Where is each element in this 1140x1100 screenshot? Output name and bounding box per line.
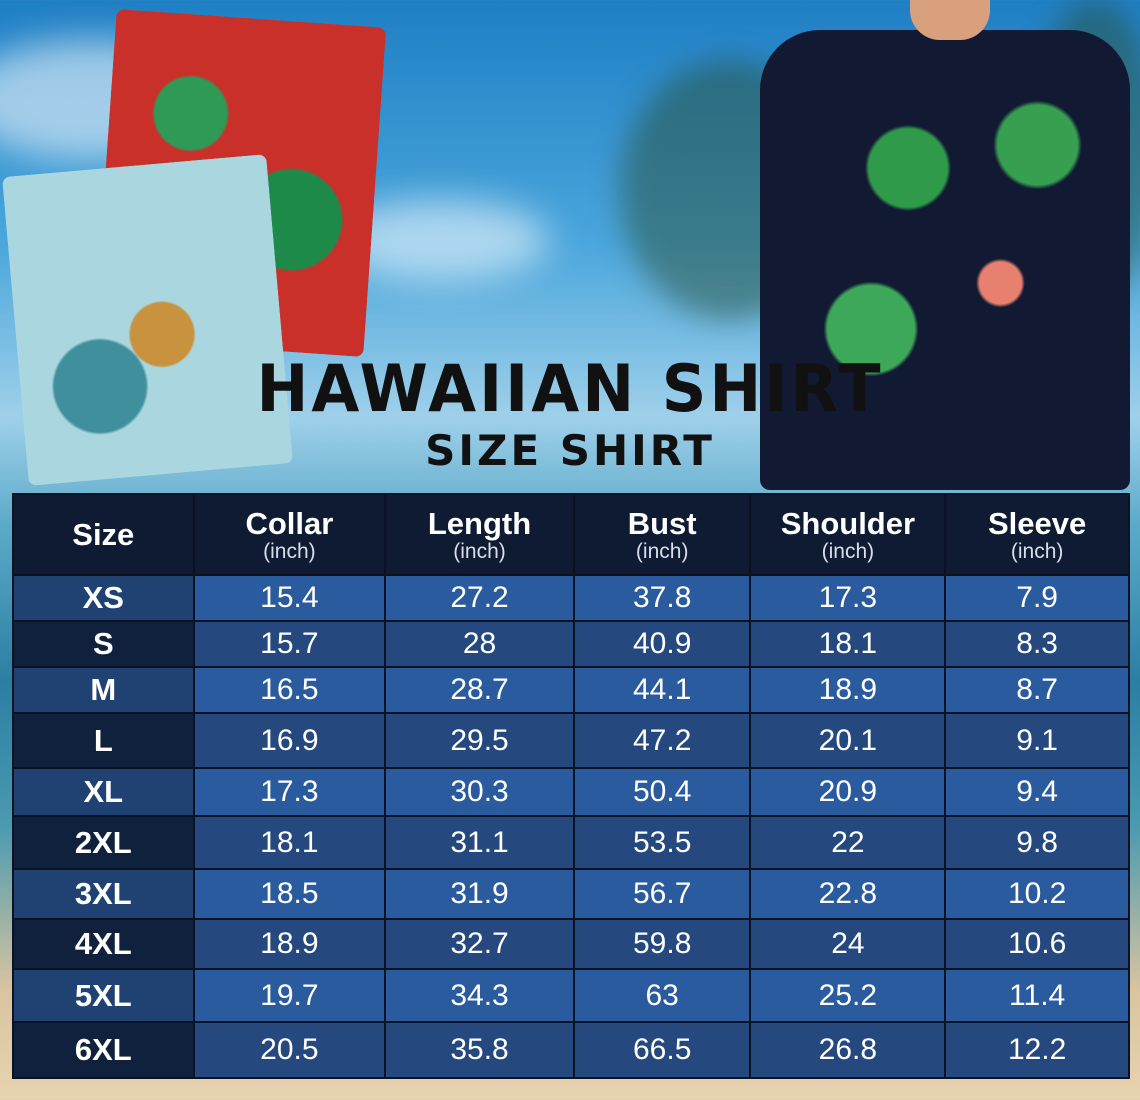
cell-collar: 17.3 <box>192 767 387 817</box>
cell-sleeve: 9.1 <box>944 712 1130 769</box>
cell-sleeve: 7.9 <box>944 574 1130 622</box>
cell-size: XL <box>12 767 195 817</box>
cell-shoulder: 18.9 <box>749 666 947 714</box>
cell-size: 4XL <box>12 918 195 970</box>
cell-shoulder: 20.1 <box>749 712 947 769</box>
cell-shoulder: 26.8 <box>749 1021 947 1079</box>
table-row: 6XL 20.5 35.8 66.5 26.8 12.2 <box>12 1021 1130 1079</box>
header-bust: Bust (inch) <box>572 493 752 576</box>
cell-length: 31.1 <box>384 815 575 870</box>
header-label: Length <box>427 505 532 541</box>
cell-sleeve: 9.4 <box>944 767 1130 817</box>
cell-shoulder: 22 <box>749 815 947 870</box>
cell-size: 3XL <box>12 868 195 920</box>
header-unit: (inch) <box>1010 539 1064 563</box>
cell-collar: 15.7 <box>192 620 387 668</box>
cell-size: 2XL <box>12 815 195 870</box>
cell-bust: 66.5 <box>572 1021 752 1079</box>
table-row: M 16.5 28.7 44.1 18.9 8.7 <box>12 666 1130 714</box>
size-chart-table: Size Collar (inch) Length (inch) Bust (inch… <box>12 493 1130 1079</box>
cell-size: L <box>12 712 195 769</box>
header-unit: (inch) <box>453 539 506 563</box>
cell-length: 35.8 <box>384 1021 575 1079</box>
cell-size: 6XL <box>12 1021 195 1079</box>
cell-bust: 37.8 <box>572 574 752 622</box>
cell-collar: 20.5 <box>192 1021 387 1079</box>
cell-length: 32.7 <box>384 918 575 970</box>
table-row: 2XL 18.1 31.1 53.5 22 9.8 <box>12 815 1130 870</box>
model-in-flamingo-shirt-image <box>760 30 1130 490</box>
cell-length: 28.7 <box>384 666 575 714</box>
cell-bust: 56.7 <box>572 868 752 920</box>
cell-collar: 16.5 <box>192 666 387 714</box>
table-row: 4XL 18.9 32.7 59.8 24 10.6 <box>12 918 1130 970</box>
header-length: Length (inch) <box>384 493 575 576</box>
header-sleeve: Sleeve (inch) <box>944 493 1130 576</box>
cell-bust: 53.5 <box>572 815 752 870</box>
cell-bust: 50.4 <box>572 767 752 817</box>
cell-collar: 18.9 <box>192 918 387 970</box>
table-row: 3XL 18.5 31.9 56.7 22.8 10.2 <box>12 868 1130 920</box>
header-label: Size <box>72 517 135 552</box>
cell-sleeve: 8.7 <box>944 666 1130 714</box>
header-unit: (inch) <box>821 539 875 563</box>
cell-shoulder: 20.9 <box>749 767 947 817</box>
header-collar: Collar (inch) <box>192 493 387 576</box>
cell-shoulder: 18.1 <box>749 620 947 668</box>
cell-sleeve: 9.8 <box>944 815 1130 870</box>
cell-bust: 63 <box>572 968 752 1023</box>
page-subtitle: SIZE SHIRT <box>425 426 715 475</box>
model-neck-image <box>910 0 990 40</box>
table-row: L 16.9 29.5 47.2 20.1 9.1 <box>12 712 1130 769</box>
cell-collar: 18.1 <box>192 815 387 870</box>
cell-shoulder: 17.3 <box>749 574 947 622</box>
cell-shoulder: 25.2 <box>749 968 947 1023</box>
cell-collar: 18.5 <box>192 868 387 920</box>
cell-length: 30.3 <box>384 767 575 817</box>
cell-size: S <box>12 620 195 668</box>
cell-size: M <box>12 666 195 714</box>
cell-collar: 15.4 <box>192 574 387 622</box>
header-label: Bust <box>627 505 697 541</box>
header-size: Size <box>12 493 195 576</box>
cell-length: 31.9 <box>384 868 575 920</box>
header-label: Sleeve <box>988 505 1087 541</box>
cell-collar: 16.9 <box>192 712 387 769</box>
cell-length: 29.5 <box>384 712 575 769</box>
cell-size: 5XL <box>12 968 195 1023</box>
header-unit: (inch) <box>263 539 316 563</box>
cell-length: 34.3 <box>384 968 575 1023</box>
cell-length: 27.2 <box>384 574 575 622</box>
cell-sleeve: 10.2 <box>944 868 1130 920</box>
cell-bust: 44.1 <box>572 666 752 714</box>
cell-bust: 40.9 <box>572 620 752 668</box>
cell-shoulder: 24 <box>749 918 947 970</box>
cell-sleeve: 10.6 <box>944 918 1130 970</box>
table-row: XS 15.4 27.2 37.8 17.3 7.9 <box>12 574 1130 622</box>
header-label: Shoulder <box>780 505 916 541</box>
cell-sleeve: 8.3 <box>944 620 1130 668</box>
table-row: S 15.7 28 40.9 18.1 8.3 <box>12 620 1130 668</box>
header-unit: (inch) <box>635 539 689 563</box>
cell-sleeve: 12.2 <box>944 1021 1130 1079</box>
header-shoulder: Shoulder (inch) <box>749 493 947 576</box>
table-row: 5XL 19.7 34.3 63 25.2 11.4 <box>12 968 1130 1023</box>
header-label: Collar <box>245 505 334 541</box>
cell-size: XS <box>12 574 195 622</box>
cell-length: 28 <box>384 620 575 668</box>
table-header-row: Size Collar (inch) Length (inch) Bust (inch… <box>12 493 1130 576</box>
table-row: XL 17.3 30.3 50.4 20.9 9.4 <box>12 767 1130 817</box>
cell-sleeve: 11.4 <box>944 968 1130 1023</box>
cell-bust: 59.8 <box>572 918 752 970</box>
page-title: HAWAIIAN SHIRT <box>256 350 884 427</box>
cell-collar: 19.7 <box>192 968 387 1023</box>
cell-bust: 47.2 <box>572 712 752 769</box>
cell-shoulder: 22.8 <box>749 868 947 920</box>
